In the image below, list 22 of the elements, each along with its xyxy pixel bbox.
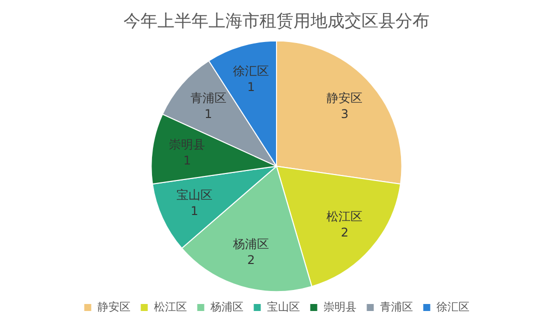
data-label: 1	[183, 153, 192, 168]
legend-label: 青浦区	[380, 300, 413, 314]
data-label: 1	[190, 204, 198, 218]
legend-label: 杨浦区	[209, 300, 244, 314]
legend-label: 崇明县	[323, 300, 356, 314]
legend-label: 徐汇区	[436, 300, 470, 314]
data-label: 2	[340, 225, 348, 240]
legend-label: 静安区	[97, 300, 130, 314]
slice-label: 徐汇区	[233, 64, 270, 78]
slice-label: 松江区	[326, 209, 363, 224]
legend-label: 松江区	[154, 300, 187, 314]
slice-label: 杨浦区	[232, 236, 270, 251]
slice-label: 崇明县	[169, 137, 206, 152]
chart-title: 今年上半年上海市租赁用地成交区县分布	[124, 12, 430, 32]
slice-label: 青浦区	[190, 91, 226, 106]
data-label: 3	[340, 107, 348, 122]
data-label: 1	[247, 80, 255, 94]
legend-label: 宝山区	[266, 300, 300, 314]
slice-label: 宝山区	[176, 188, 212, 202]
data-label: 2	[247, 252, 255, 267]
slice-label: 静安区	[326, 91, 363, 106]
data-label: 1	[204, 107, 212, 122]
